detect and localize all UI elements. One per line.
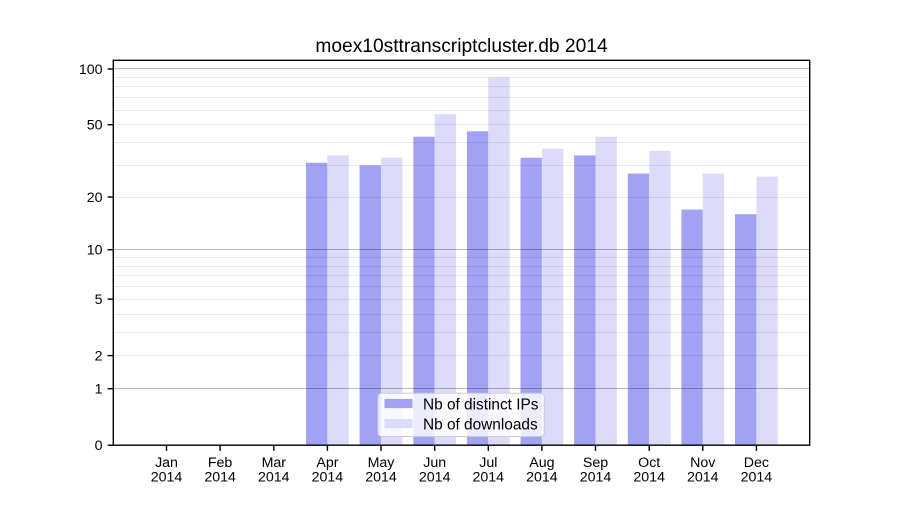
svg-text:Feb: Feb bbox=[208, 455, 233, 471]
svg-text:Dec: Dec bbox=[744, 455, 769, 471]
svg-text:5: 5 bbox=[95, 292, 103, 308]
svg-text:moex10sttranscriptcluster.db 2: moex10sttranscriptcluster.db 2014 bbox=[315, 36, 608, 57]
svg-text:Jun: Jun bbox=[423, 455, 446, 471]
svg-text:Apr: Apr bbox=[316, 455, 338, 471]
svg-text:2014: 2014 bbox=[258, 470, 290, 486]
svg-text:Nov: Nov bbox=[690, 455, 716, 471]
svg-text:Nb of distinct IPs: Nb of distinct IPs bbox=[423, 396, 539, 413]
svg-text:Aug: Aug bbox=[529, 455, 554, 471]
svg-text:Nb of downloads: Nb of downloads bbox=[423, 416, 538, 433]
svg-text:2: 2 bbox=[95, 349, 103, 365]
svg-text:Jul: Jul bbox=[479, 455, 497, 471]
svg-text:Jan: Jan bbox=[155, 455, 178, 471]
svg-text:2014: 2014 bbox=[526, 470, 558, 486]
svg-text:Sep: Sep bbox=[583, 455, 608, 471]
svg-text:10: 10 bbox=[87, 243, 103, 259]
svg-text:Oct: Oct bbox=[638, 455, 660, 471]
svg-text:2014: 2014 bbox=[473, 470, 505, 486]
svg-text:May: May bbox=[368, 455, 396, 471]
svg-text:2014: 2014 bbox=[687, 470, 719, 486]
svg-text:2014: 2014 bbox=[204, 470, 236, 486]
svg-text:2014: 2014 bbox=[151, 470, 183, 486]
svg-text:2014: 2014 bbox=[633, 470, 665, 486]
svg-text:2014: 2014 bbox=[365, 470, 397, 486]
svg-text:2014: 2014 bbox=[312, 470, 344, 486]
svg-text:2014: 2014 bbox=[419, 470, 451, 486]
svg-text:1: 1 bbox=[95, 382, 103, 398]
svg-text:Mar: Mar bbox=[262, 455, 287, 471]
svg-text:20: 20 bbox=[87, 190, 103, 206]
svg-text:50: 50 bbox=[87, 118, 103, 134]
svg-text:0: 0 bbox=[95, 438, 103, 454]
svg-text:2014: 2014 bbox=[741, 470, 773, 486]
svg-text:2014: 2014 bbox=[580, 470, 612, 486]
svg-text:100: 100 bbox=[79, 62, 103, 78]
